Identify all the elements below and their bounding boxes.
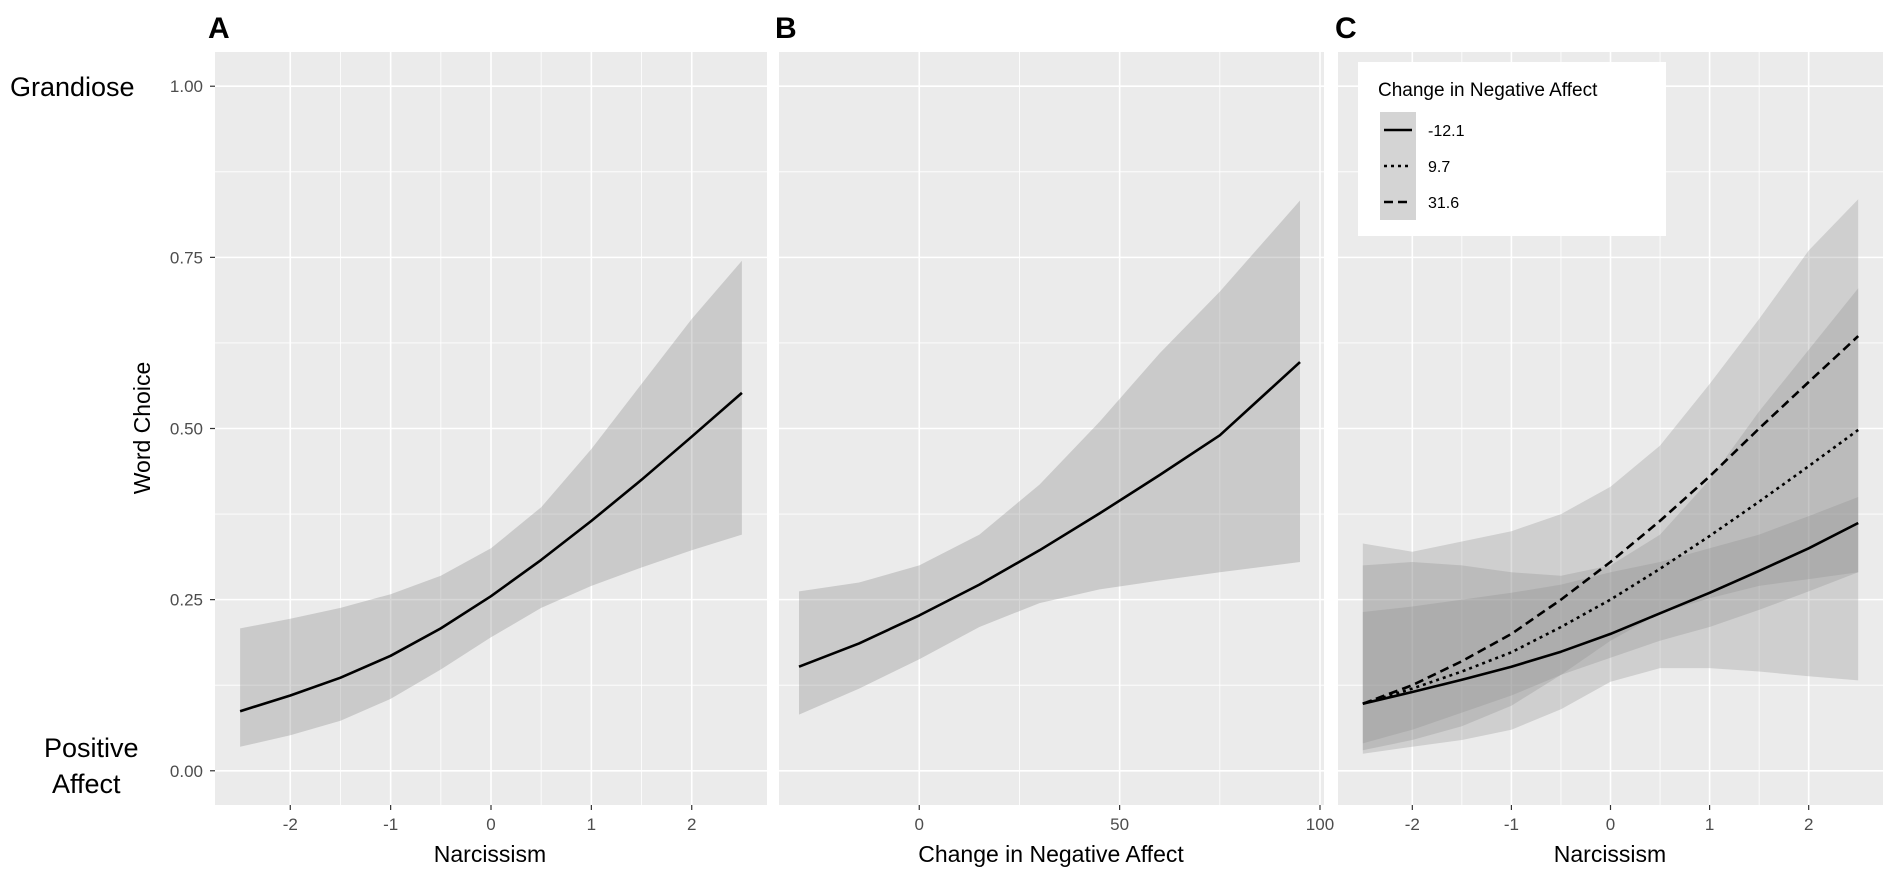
x-tick-label-c: 0 [1606,815,1615,834]
y-tick-label: 0.25 [170,591,203,610]
fit-line-c-0 [1362,521,1859,705]
x-tick-label-a: -2 [283,815,298,834]
y-axis-title: Word Choice [129,362,155,495]
legend-title: Change in Negative Affect [1378,80,1598,101]
legend-label-1: -12.1 [1428,123,1465,140]
x-tick-label-c: 1 [1705,815,1714,834]
y-tick-label: 0.00 [170,762,203,781]
panel-label-b: B [775,12,797,45]
fit-line-c-2 [1362,335,1860,705]
x-tick-label-c: -1 [1504,815,1519,834]
ci-ribbon-c-0 [1362,497,1859,744]
side-label-positive: Positive [44,733,139,763]
fit-line-b-0 [798,361,1301,668]
ci-ribbon-c-2 [1362,199,1859,754]
x-tick-label-a: 1 [587,815,596,834]
legend-label-2: 9.7 [1428,159,1450,176]
x-tick-label-b: 50 [1110,815,1129,834]
panel-b: B 0 50 100 [775,12,1334,834]
y-tick-label: 1.00 [170,77,203,96]
x-tick-label-c: 2 [1804,815,1813,834]
side-label-affect: Affect [52,769,121,799]
panel-label-c: C [1335,12,1357,45]
ci-ribbon-c-1 [1362,288,1859,751]
x-tick-label-b: 0 [915,815,924,834]
side-label-grandiose: Grandiose [10,72,135,102]
x-axis-title-c: Narcissism [1554,841,1666,867]
panel-a: A -2 -1 0 1 2 [208,12,767,834]
x-tick-label-b: 100 [1306,815,1334,834]
x-tick-label-c: -2 [1405,815,1420,834]
ci-ribbon-b-0 [799,200,1300,715]
fit-line-c-1 [1362,428,1859,705]
y-tick-label: 0.75 [170,248,203,267]
y-axis: 0.00 0.25 0.50 0.75 1.00 [170,77,215,781]
x-tick-label-a: 0 [486,815,495,834]
legend-label-3: 31.6 [1428,195,1459,212]
y-tick-label: 0.50 [170,420,203,439]
fit-line-a-0 [239,391,743,713]
x-tick-label-a: -1 [383,815,398,834]
ci-ribbon-a-0 [240,260,742,747]
x-axis-title-b: Change in Negative Affect [918,841,1184,867]
panel-label-a: A [208,12,230,45]
x-axis-title-a: Narcissism [434,841,546,867]
legend: Change in Negative Affect -12.1 9.7 31.6 [1358,62,1666,236]
x-tick-label-a: 2 [687,815,696,834]
